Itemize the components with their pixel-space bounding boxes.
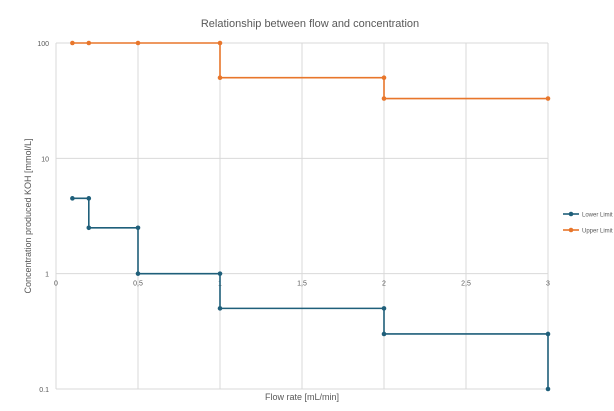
data-point — [381, 331, 387, 337]
data-point — [381, 96, 387, 101]
data-point — [545, 96, 551, 101]
series-line-1 — [72, 42, 548, 100]
grid-lines — [55, 42, 549, 390]
x-tick-label: 2,5 — [461, 281, 471, 288]
chart-title: Relationship between flow and concentrat… — [201, 18, 419, 30]
legend-label-0: Lower Limit — [582, 213, 613, 219]
legend: Lower Limit Upper Limit — [563, 211, 613, 235]
series-line-0 — [72, 197, 549, 389]
y-axis-label: Concentration produced KOH [mmol/L] — [23, 138, 33, 293]
data-point — [70, 40, 75, 46]
data-point — [545, 386, 551, 392]
data-point — [135, 271, 141, 276]
x-axis-label: Flow rate [mL/min] — [265, 392, 339, 402]
x-tick-label: 3 — [546, 281, 550, 288]
y-tick-label: 1 — [45, 272, 49, 279]
legend-label-1: Upper Limit — [582, 229, 613, 235]
series-group — [70, 40, 551, 392]
data-point — [70, 196, 75, 201]
data-point — [135, 225, 141, 231]
x-tick-label: 2 — [382, 281, 386, 288]
y-tick-label: 10 — [41, 156, 49, 163]
y-tick-label: 0.1 — [39, 387, 49, 394]
data-point — [86, 225, 92, 231]
x-tick-label: 0 — [54, 281, 58, 288]
legend-marker-1 — [568, 227, 574, 233]
data-point — [545, 331, 551, 337]
data-point — [135, 40, 141, 46]
data-point — [217, 40, 223, 46]
data-point — [381, 75, 387, 81]
data-point — [381, 306, 387, 311]
data-point — [217, 271, 223, 276]
data-point — [217, 75, 223, 81]
data-point — [217, 306, 223, 311]
legend-marker-0 — [568, 211, 574, 217]
data-point — [86, 40, 92, 46]
x-tick-label: 1,5 — [297, 281, 307, 288]
data-point — [86, 196, 92, 201]
y-tick-label: 100 — [37, 41, 49, 48]
x-tick-label: 0,5 — [133, 281, 143, 288]
